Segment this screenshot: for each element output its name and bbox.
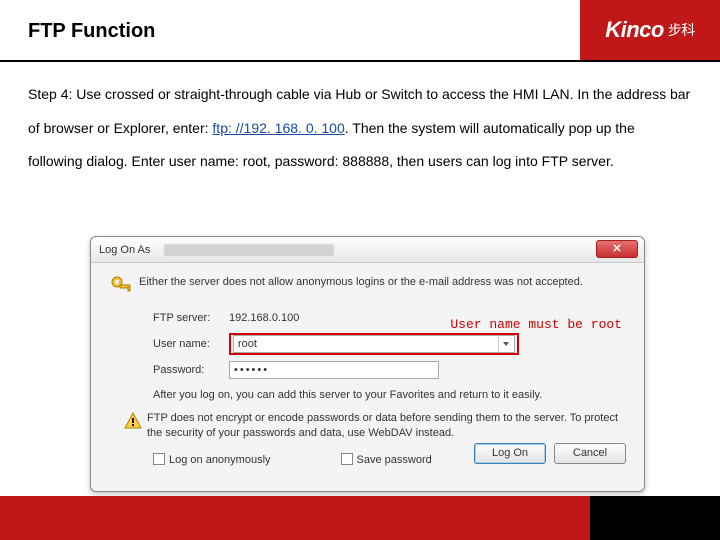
- username-value: root: [238, 338, 257, 350]
- username-highlight: root: [229, 333, 519, 355]
- password-value: ••••••: [234, 364, 269, 376]
- dialog-title: Log On As: [99, 244, 150, 256]
- logon-dialog: Log On As ✕ Either the server does not a…: [90, 236, 645, 492]
- ftp-server-value: 192.168.0.100: [229, 312, 299, 324]
- password-label: Password:: [153, 364, 229, 376]
- anonymous-label: Log on anonymously: [169, 454, 271, 466]
- footer-accent: [590, 496, 720, 540]
- save-password-checkbox[interactable]: Save password: [341, 453, 432, 466]
- page-title: FTP Function: [28, 20, 155, 43]
- username-label: User name:: [153, 338, 229, 350]
- title-divider: [0, 60, 720, 62]
- checkbox-icon: [153, 453, 165, 465]
- warning-icon: [119, 411, 147, 431]
- chevron-down-icon[interactable]: [498, 337, 512, 351]
- checkbox-icon: [341, 453, 353, 465]
- password-input[interactable]: ••••••: [229, 361, 439, 379]
- top-bar: FTP Function Kinco 步科: [0, 0, 720, 60]
- brand-block: Kinco 步科: [580, 0, 720, 60]
- close-button[interactable]: ✕: [596, 240, 638, 258]
- instruction-text: Step 4: Use crossed or straight-through …: [28, 78, 692, 179]
- keys-icon: [105, 273, 139, 301]
- dialog-message: Either the server does not allow anonymo…: [139, 273, 583, 290]
- brand-logo: Kinco: [605, 17, 664, 43]
- footer-bar: [0, 496, 720, 540]
- dialog-titlebar[interactable]: Log On As ✕: [91, 237, 644, 263]
- close-icon: ✕: [612, 243, 621, 255]
- save-password-label: Save password: [357, 454, 432, 466]
- warning-text: FTP does not encrypt or encode passwords…: [147, 411, 630, 441]
- ftp-server-label: FTP server:: [153, 312, 229, 324]
- username-input[interactable]: root: [233, 335, 515, 353]
- root-hint-annotation: User name must be root: [450, 317, 622, 332]
- after-logon-text: After you log on, you can add this serve…: [153, 389, 630, 401]
- ftp-link[interactable]: ftp: //192. 168. 0. 100: [212, 120, 344, 136]
- logon-button[interactable]: Log On: [474, 443, 546, 464]
- anonymous-checkbox[interactable]: Log on anonymously: [153, 453, 271, 466]
- dialog-body: Either the server does not allow anonymo…: [91, 263, 644, 474]
- dialog-title-extra: [164, 244, 334, 256]
- cancel-button[interactable]: Cancel: [554, 443, 626, 464]
- brand-cn: 步科: [668, 20, 695, 40]
